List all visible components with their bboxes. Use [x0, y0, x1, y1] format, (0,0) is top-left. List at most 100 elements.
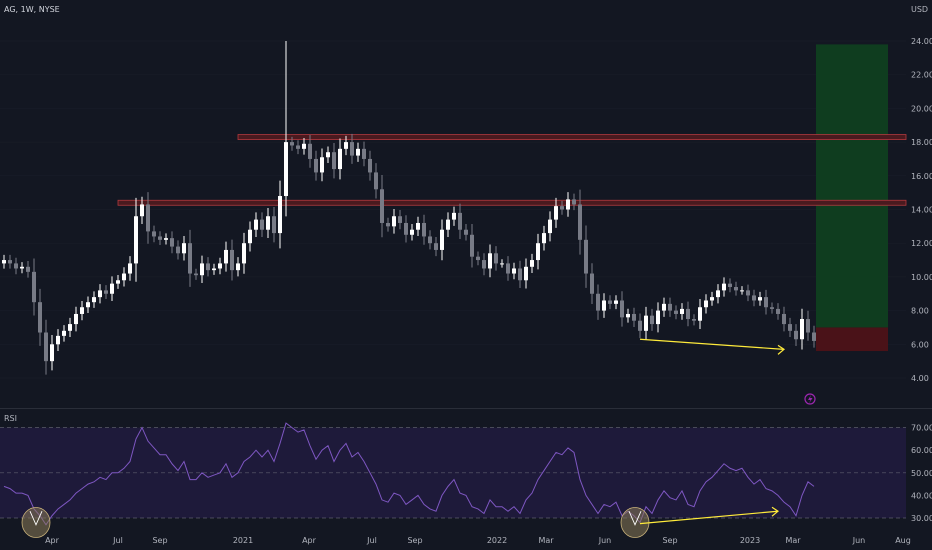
candle — [404, 215, 408, 243]
candle-body — [572, 199, 576, 205]
candle-body — [20, 266, 24, 269]
candle — [50, 335, 54, 371]
candle — [794, 324, 798, 346]
price-tick-label: 16.00 — [911, 172, 932, 181]
candle — [572, 193, 576, 211]
candle — [350, 133, 354, 164]
candle-body — [44, 332, 48, 362]
candle — [128, 256, 132, 281]
candle-body — [218, 263, 222, 269]
rsi-tick-label: 50.00 — [911, 469, 932, 478]
candle — [566, 192, 570, 217]
candle-body — [176, 246, 180, 254]
candle — [170, 231, 174, 254]
candle-body — [146, 204, 150, 232]
candle — [272, 206, 276, 243]
candle-body — [230, 249, 234, 271]
candle-body — [2, 260, 6, 264]
candle-body — [38, 302, 42, 333]
time-tick-label: Aug — [895, 536, 911, 545]
resistance-level-upper — [237, 134, 907, 140]
candle — [308, 135, 312, 168]
time-tick-label: 2023 — [740, 536, 760, 545]
candle — [536, 233, 540, 270]
candle-body — [158, 236, 162, 240]
candle — [116, 275, 120, 289]
candle-body — [644, 315, 648, 331]
rsi-low-highlight-1 — [21, 507, 51, 538]
candle-body — [422, 222, 426, 237]
candle-body — [620, 300, 624, 318]
candle-body — [68, 324, 72, 331]
candle — [134, 197, 138, 282]
candle-body — [194, 273, 198, 276]
candle-body — [110, 283, 114, 294]
rsi-divergence-arrowhead — [771, 506, 780, 517]
time-tick-label: 2021 — [233, 536, 253, 545]
candle — [752, 289, 756, 307]
candle-body — [8, 260, 12, 264]
rsi-divergence-line — [639, 510, 779, 525]
candle-body — [506, 263, 510, 274]
candle — [122, 267, 126, 287]
candle — [32, 258, 36, 316]
candle — [608, 295, 612, 310]
candle — [464, 223, 468, 241]
candle — [86, 296, 90, 313]
candle — [14, 257, 18, 275]
candle — [200, 255, 204, 283]
candle-body — [392, 216, 396, 227]
time-tick-label: Sep — [407, 536, 422, 545]
candle — [458, 203, 462, 239]
time-tick-label: 2022 — [487, 536, 507, 545]
candle-body — [452, 212, 456, 220]
candle-body — [584, 239, 588, 274]
candle — [434, 236, 438, 257]
candle-body — [290, 142, 294, 146]
candle-body — [386, 222, 390, 227]
candle — [332, 142, 336, 179]
candle-body — [512, 268, 516, 274]
candle — [266, 207, 270, 238]
candle — [338, 138, 342, 180]
candle — [320, 148, 324, 182]
candle — [644, 306, 648, 340]
candle — [212, 263, 216, 275]
candle — [692, 314, 696, 326]
candle-body — [800, 319, 804, 340]
candle-body — [182, 243, 186, 254]
candle — [488, 244, 492, 278]
rsi-tick-label: 30.00 — [911, 514, 932, 523]
candle — [746, 284, 750, 302]
candle-body — [698, 307, 702, 321]
price-tick-label: 4.00 — [911, 374, 929, 383]
candle-body — [428, 236, 432, 244]
candle — [158, 231, 162, 246]
candle — [632, 307, 636, 327]
candle-body — [776, 308, 780, 314]
candle-body — [704, 300, 708, 308]
candle-body — [26, 266, 30, 272]
rsi-tick-label: 60.00 — [911, 446, 932, 455]
candle-body — [80, 307, 84, 314]
candle-body — [98, 290, 102, 298]
candle-body — [722, 283, 726, 291]
candle — [734, 281, 738, 296]
chart-title: AG, 1W, NYSE — [4, 5, 60, 14]
candle — [584, 225, 588, 288]
candle-body — [578, 204, 582, 240]
candle-body — [524, 266, 528, 281]
candle — [698, 298, 702, 329]
alert-icon[interactable] — [804, 393, 816, 405]
currency-label: USD — [911, 5, 928, 14]
candle — [110, 276, 114, 301]
candle-body — [320, 157, 324, 173]
candle-body — [374, 172, 378, 190]
price-divergence-line — [639, 338, 785, 350]
candle — [662, 297, 666, 317]
candle — [680, 303, 684, 320]
candle-body — [338, 148, 342, 170]
candle — [650, 308, 654, 331]
candle-body — [590, 273, 594, 294]
